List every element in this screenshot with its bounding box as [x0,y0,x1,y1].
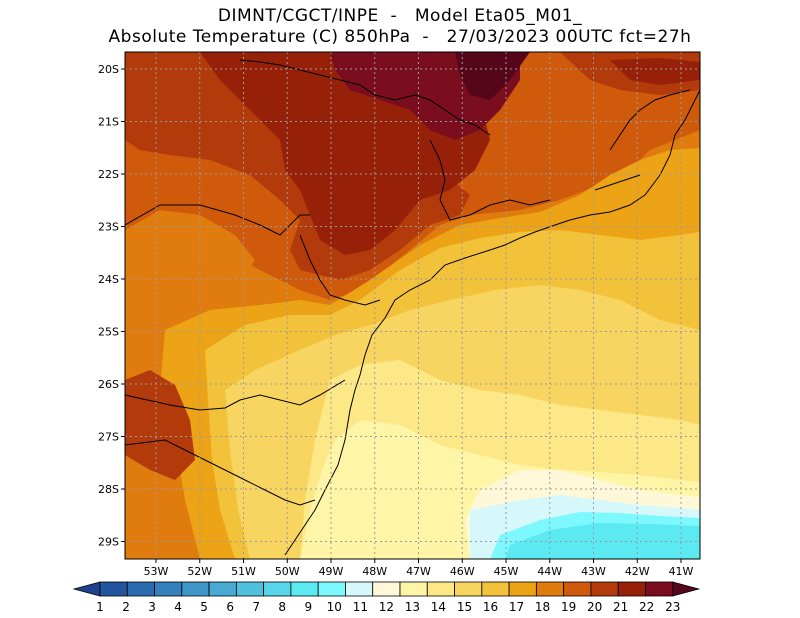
colorbar-segment [345,581,374,597]
colorbar-segment [399,581,428,597]
lat-tick-label: 28S [98,483,119,496]
lat-tick-label: 22S [98,168,119,181]
colorbar-segment [263,581,292,597]
field-18c-west [125,210,255,340]
lat-tick-label: 21S [98,116,119,129]
lat-tick-label: 26S [98,378,119,391]
colorbar-segment [317,581,346,597]
colorbar-segment [290,581,319,597]
colorbar-arrow-high [672,581,701,597]
colorbar-label: 11 [353,600,368,614]
colorbar-segment [208,581,237,597]
colorbar-labels: 1 2 3 4 5 6 7 8 9 10 11 12 13 14 15 16 17 18 19 20 21 22 23 [96,600,680,614]
lat-tick-label: 25S [98,326,119,339]
colorbar-label: 10 [327,600,342,614]
lat-tick-label: 23S [98,221,119,234]
lon-tick-label: 49W [319,565,344,578]
map-title-line2: Absolute Temperature (C) 850hPa - 27/03/… [108,27,692,47]
colorbar-label: 4 [174,600,182,614]
state-border-1 [125,204,310,236]
colorbar-label: 21 [613,600,628,614]
map-title-line1: DIMNT/CGCT/INPE - Model Eta05_M01_ [217,6,583,26]
coastline [284,89,700,556]
colorbar-segment [235,581,265,597]
state-border-6 [299,234,381,306]
colorbar-label: 19 [561,600,576,614]
colorbar-label: 14 [431,600,446,614]
colorbar-segment [508,581,537,597]
lon-tick-label: 42W [625,565,650,578]
colorbar-label: 18 [535,600,550,614]
lon-tick-label: 41W [669,565,694,578]
colorbar-segment [126,581,155,597]
colorbar-segment [181,581,210,597]
colorbar-segment [481,581,510,597]
plot-frame [124,51,701,560]
lon-tick-label: 45W [494,565,519,578]
colorbar-segment [617,581,646,597]
colorbar-label: 2 [122,600,130,614]
lat-lon-grid [125,52,700,559]
lat-tick-label: 24S [98,273,119,286]
state-border-2 [125,379,346,411]
latitude-axis: 20S 21S 22S 23S 24S 25S 26S 27S 28S 29S [98,63,125,549]
colorbar-segment [563,581,592,597]
colorbar-segment [535,581,565,597]
colorbar-label: 13 [405,600,420,614]
field-21c-east [610,58,700,85]
colorbar-label: 9 [304,600,312,614]
colorbar-segment [154,581,183,597]
colorbar-segment [99,581,128,597]
field-20c-southwest [125,370,195,480]
colorbar-label: 22 [639,600,654,614]
coastline-and-borders [125,59,700,556]
colorbar-label: 3 [148,600,156,614]
colorbar-label: 1 [96,600,104,614]
temperature-field [125,52,700,559]
colorbar-segment [645,581,674,597]
colorbar-arrow-low [72,581,101,597]
lon-tick-label: 43W [581,565,606,578]
state-border-8 [594,174,641,191]
field-9c [505,523,700,559]
lat-tick-label: 20S [98,63,119,76]
colorbar-label: 12 [379,600,394,614]
lon-tick-label: 44W [537,565,562,578]
lat-tick-label: 27S [98,431,119,444]
field-23c [455,52,530,100]
lon-tick-label: 50W [275,565,300,578]
colorbar-label: 8 [278,600,286,614]
colorbar-segment [426,581,455,597]
colorbar-segment [454,581,483,597]
lat-tick-label: 29S [98,536,119,549]
colorbar [72,581,701,597]
colorbar-label: 17 [509,600,524,614]
colorbar-label: 16 [483,600,498,614]
colorbar-label: 23 [665,600,680,614]
colorbar-label: 20 [587,600,602,614]
lon-tick-label: 47W [406,565,431,578]
lon-tick-label: 52W [187,565,212,578]
state-border-5 [429,139,551,221]
lon-tick-label: 48W [362,565,387,578]
lon-tick-label: 53W [144,565,169,578]
lon-tick-label: 46W [450,565,475,578]
colorbar-label: 7 [252,600,260,614]
lon-tick-label: 51W [231,565,256,578]
colorbar-segment [372,581,401,597]
state-border-3 [125,439,316,506]
state-border-7 [609,89,691,151]
colorbar-label: 5 [200,600,208,614]
colorbar-label: 6 [226,600,234,614]
colorbar-label: 15 [457,600,472,614]
state-border-4 [239,59,491,136]
colorbar-segment [590,581,619,597]
longitude-axis: 53W 52W 51W 50W 49W 48W 47W 46W 45W 44W 43W 42W 41W [144,559,694,578]
